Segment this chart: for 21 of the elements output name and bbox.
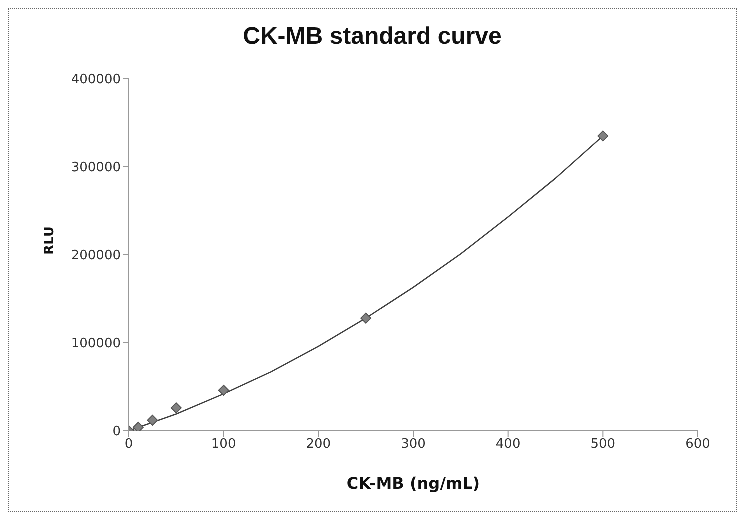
point bbox=[132, 422, 144, 431]
point bbox=[147, 414, 158, 426]
x-tick-label: 100 bbox=[211, 437, 236, 452]
y-tick-label: 300000 bbox=[71, 160, 121, 176]
y-tick-label: 0 bbox=[112, 424, 121, 440]
chart-title: CK-MB standard curve bbox=[242, 23, 503, 51]
point bbox=[360, 312, 372, 324]
x-tick-label: 500 bbox=[590, 437, 616, 452]
x-tick-label: 0 bbox=[124, 437, 134, 452]
point bbox=[598, 130, 609, 142]
y-tick-label: 400000 bbox=[71, 72, 121, 88]
y-tick-label: 200000 bbox=[71, 248, 121, 264]
x-tick-label: 600 bbox=[686, 437, 710, 452]
point bbox=[170, 402, 182, 414]
x-tick-label: 200 bbox=[306, 437, 332, 452]
y-tick-label: 100000 bbox=[71, 336, 121, 352]
x-tick-label: 300 bbox=[401, 437, 426, 452]
y-axis-title: RLU bbox=[42, 226, 58, 255]
x-axis-title: CK-MB (ng/mL) bbox=[346, 474, 480, 493]
point bbox=[218, 385, 230, 396]
x-tick-label: 400 bbox=[496, 437, 521, 452]
